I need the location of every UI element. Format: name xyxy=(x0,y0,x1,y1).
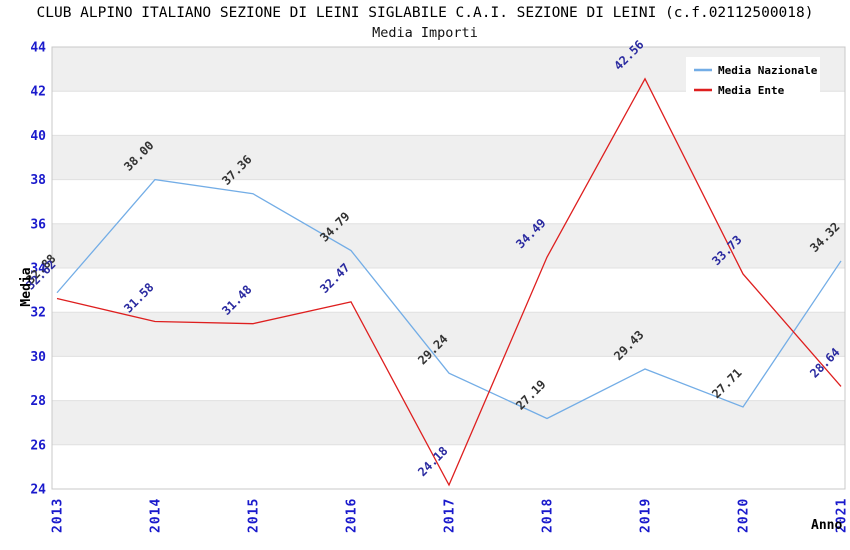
grid-band xyxy=(52,312,845,357)
x-tick-label: 2021 xyxy=(835,498,850,533)
grid-band xyxy=(52,223,845,268)
y-axis-label: Media xyxy=(19,267,34,306)
y-tick-label: 42 xyxy=(30,85,46,100)
point-label: 27.71 xyxy=(709,366,744,401)
series-line-media-nazionale xyxy=(56,178,842,420)
y-tick-label: 26 xyxy=(30,438,46,453)
plot-border xyxy=(51,46,846,490)
point-label: 24.18 xyxy=(415,444,450,479)
legend-label-media-nazionale: Media Nazionale xyxy=(718,64,818,77)
y-tick-label: 44 xyxy=(30,41,46,56)
chart-title: CLUB ALPINO ITALIANO SEZIONE DI LEINI SI… xyxy=(37,5,814,21)
x-tick-label: 2015 xyxy=(247,498,262,533)
x-tick-label: 2013 xyxy=(51,498,66,533)
chart-subtitle: Media Importi xyxy=(372,25,478,41)
x-tick-label: 2019 xyxy=(639,498,654,533)
y-tick-label: 32 xyxy=(30,306,46,321)
series-line-media-ente xyxy=(56,77,842,487)
x-tick-label: 2016 xyxy=(345,498,360,533)
legend: Media Nazionale Media Ente xyxy=(686,57,820,104)
x-axis-label: Anno xyxy=(811,518,842,533)
x-tick-label: 2020 xyxy=(737,498,752,533)
y-tick-label: 28 xyxy=(30,394,46,409)
y-tick-label: 34 xyxy=(30,262,46,277)
y-tick-label: 24 xyxy=(30,483,46,498)
y-tick-label: 40 xyxy=(30,129,46,144)
point-label: 31.58 xyxy=(121,280,156,315)
legend-label-media-ente: Media Ente xyxy=(718,84,785,97)
y-tick-label: 38 xyxy=(30,173,46,188)
plot-layers: 24 26 28 30 32 34 36 38 40 42 44 2013 2014 2015 2016 20… xyxy=(23,38,849,533)
grid-band xyxy=(52,135,845,180)
grid-band xyxy=(52,400,845,445)
x-tick-label: 2018 xyxy=(541,498,556,533)
y-tick-label: 30 xyxy=(30,350,46,365)
x-tick-label: 2017 xyxy=(443,498,458,533)
y-tick-label: 36 xyxy=(30,217,46,232)
legend-box xyxy=(686,57,820,104)
x-tick-label: 2014 xyxy=(149,498,164,533)
